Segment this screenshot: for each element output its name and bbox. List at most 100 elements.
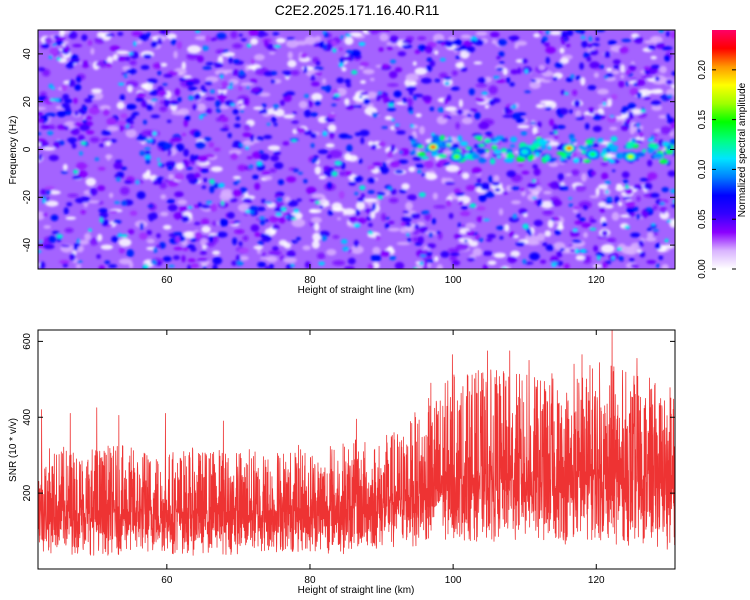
heatmap-cell	[304, 94, 310, 98]
heatmap-cell	[506, 77, 511, 84]
heatmap-cell	[156, 233, 161, 239]
heatmap-cell	[667, 94, 673, 98]
heatmap-cell	[406, 232, 410, 236]
heatmap-cell	[380, 64, 390, 69]
heatmap-cell	[56, 110, 66, 118]
heatmap-cell	[625, 117, 631, 125]
heatmap-cell	[350, 245, 364, 255]
heatmap-cell	[120, 234, 128, 238]
heatmap-cell	[304, 109, 311, 118]
heatmap-cell	[367, 165, 376, 171]
heatmap-cell	[262, 170, 271, 176]
heatmap-cell	[446, 199, 452, 207]
heatmap-cell	[48, 235, 57, 244]
heatmap-cell	[447, 136, 453, 140]
heatmap-cell	[601, 230, 608, 237]
heatmap-cell	[445, 115, 452, 119]
heatmap-cell	[166, 33, 177, 40]
heatmap-cell	[256, 206, 266, 212]
heatmap-cell	[401, 44, 413, 49]
heatmap-cell	[363, 98, 371, 105]
heatmap-cell	[468, 149, 473, 155]
heatmap-cell	[615, 185, 625, 192]
heatmap-cell	[517, 124, 530, 129]
heatmap-cell	[96, 254, 101, 259]
heatmap-cell	[342, 246, 350, 252]
heatmap-cell	[444, 106, 457, 112]
heatmap-cell	[248, 64, 257, 70]
heatmap-cell	[585, 144, 592, 149]
heatmap-cell	[440, 158, 447, 164]
heatmap-cell	[81, 34, 88, 41]
heatmap-cell	[630, 264, 639, 268]
heatmap-cell	[475, 97, 485, 103]
heatmap-cell	[85, 130, 95, 135]
heatmap-cell	[379, 33, 389, 42]
heatmap-cell	[330, 40, 337, 47]
heatmap-cell	[366, 208, 372, 215]
heatmap-cell	[155, 245, 160, 249]
heatmap-cell	[471, 154, 480, 159]
heatmap-cell	[236, 141, 243, 149]
heatmap-cell	[568, 197, 573, 200]
heatmap-cell	[477, 77, 487, 84]
heatmap-cell	[269, 215, 280, 223]
heatmap-cell	[259, 153, 270, 161]
heatmap-cell	[475, 31, 488, 36]
heatmap-cell	[471, 167, 482, 175]
heatmap-cell	[370, 210, 376, 219]
heatmap-cell	[327, 210, 334, 216]
heatmap-cell	[304, 261, 311, 269]
heatmap-cell	[218, 218, 229, 227]
heatmap-cell	[379, 30, 391, 33]
heatmap-cell	[300, 53, 308, 59]
heatmap-cell	[658, 139, 664, 147]
heatmap-cell	[399, 148, 410, 156]
heatmap-cell	[367, 263, 375, 269]
heatmap-cell	[60, 244, 71, 248]
heatmap-cell	[159, 211, 169, 217]
heatmap-cell	[40, 140, 49, 148]
heatmap-cell	[190, 263, 199, 269]
heatmap-cell	[39, 240, 43, 244]
heatmap-cell	[474, 135, 484, 140]
heatmap-cell	[121, 200, 127, 206]
heatmap-cell	[99, 105, 111, 111]
heatmap-cell	[553, 216, 561, 222]
heatmap-cell	[112, 220, 122, 224]
heatmap-cell	[76, 238, 81, 244]
heatmap-cell	[291, 139, 297, 143]
heatmap-cell	[312, 232, 322, 242]
heatmap-cell	[440, 57, 446, 62]
heatmap-cell	[559, 47, 565, 54]
heatmap-cell	[524, 90, 531, 94]
heatmap-cell	[625, 200, 636, 208]
heatmap-cell	[142, 119, 148, 125]
heatmap-cell	[474, 112, 481, 120]
heatmap-cell	[183, 75, 192, 79]
heatmap-cell	[426, 243, 437, 249]
heatmap-cell	[565, 92, 569, 96]
heatmap-cell	[246, 43, 252, 48]
heatmap-cell	[318, 175, 327, 180]
heatmap-cell	[371, 112, 378, 118]
heatmap-cell	[139, 222, 144, 230]
heatmap-cell	[126, 249, 134, 258]
heatmap-cell	[465, 222, 476, 229]
heatmap-cell	[231, 260, 238, 266]
colorbar-label: Normalized spectral amplitude	[737, 82, 748, 217]
heatmap-cell	[617, 256, 624, 260]
heatmap-cell	[627, 102, 637, 110]
heatmap-cell	[286, 37, 296, 41]
heatmap-cell	[445, 164, 460, 173]
heatmap-cell	[136, 135, 148, 142]
heatmap-cell	[552, 76, 558, 81]
heatmap-cell	[245, 146, 250, 150]
heatmap-cell	[98, 265, 105, 269]
heatmap-cell	[287, 59, 297, 68]
heatmap-cell	[97, 185, 106, 192]
heatmap-cell	[114, 174, 120, 179]
heatmap-cell	[149, 89, 159, 96]
heatmap-cell	[659, 65, 667, 74]
heatmap-cell	[244, 123, 251, 132]
